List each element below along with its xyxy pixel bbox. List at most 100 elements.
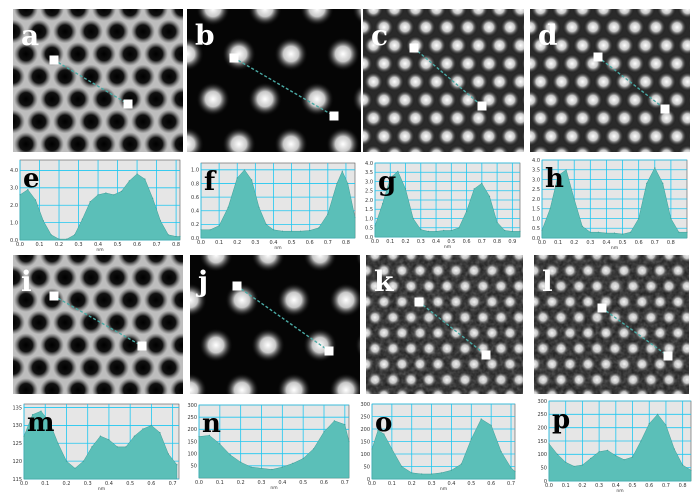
lattice-spot [225, 283, 259, 317]
profile-point [50, 234, 52, 236]
lattice-spot [593, 144, 614, 152]
profile-line [597, 56, 666, 110]
lattice-spot [625, 0, 645, 1]
lattice-spot [118, 378, 142, 394]
image-panel-i: i [0, 255, 183, 402]
y-tick-label: 1.0 [532, 216, 540, 222]
profile-point [556, 453, 559, 455]
lattice-spot [635, 144, 656, 152]
lattice-spot [635, 9, 656, 19]
lattice-spot [352, 84, 361, 115]
lattice-spot [437, 0, 457, 1]
profile-point [81, 218, 83, 220]
x-tick-label: 0.4 [105, 481, 113, 487]
x-tick-label: 0.7 [169, 481, 177, 487]
profile-point [309, 229, 311, 232]
y-tick-label: 2.0 [365, 198, 373, 204]
profile-point [686, 231, 688, 233]
lattice-spot [635, 108, 656, 129]
lattice-spot [510, 35, 524, 56]
lattice-spot [300, 82, 334, 117]
lattice-spot [405, 108, 426, 129]
profile-point [198, 436, 200, 438]
profile-point [159, 432, 161, 434]
lattice-spot [562, 53, 582, 74]
lattice-spot [500, 53, 520, 74]
x-tick-label: 0.2 [570, 240, 578, 246]
x-axis-unit: nm [611, 246, 618, 251]
y-tick-label: 300 [537, 399, 547, 405]
profile-point [450, 229, 452, 232]
profile-point [91, 446, 93, 448]
profile-point [348, 440, 350, 443]
lattice-spot [92, 288, 116, 312]
lattice-spot [66, 87, 90, 112]
profile-point [589, 231, 591, 233]
profile-point [473, 188, 475, 190]
lattice-spot [384, 108, 405, 129]
profile-point [450, 469, 452, 471]
plot-label: o [375, 408, 392, 438]
lattice-spot [458, 0, 478, 1]
lattice-spot [40, 333, 64, 358]
y-tick-label: 2.0 [532, 197, 540, 203]
profile-point [573, 465, 575, 467]
lattice-spot [66, 288, 90, 312]
x-tick-label: 0.3 [428, 481, 436, 487]
profile-point [374, 225, 376, 227]
lattice-spot [14, 42, 38, 66]
lattice-spot [92, 132, 116, 152]
image-noise [366, 255, 523, 394]
lattice-spot [458, 89, 478, 110]
profile-endpoint-marker [232, 281, 242, 291]
lattice-spot [447, 9, 468, 19]
profile-point [281, 466, 283, 468]
profile-point [581, 464, 584, 466]
lattice-spot [447, 144, 468, 152]
profile-point [391, 448, 393, 450]
x-tick-label: 0.2 [62, 481, 70, 487]
profile-endpoint-marker [663, 351, 673, 361]
x-axis-unit: nm [440, 487, 447, 492]
profile-point [670, 217, 672, 220]
lattice-spot [0, 378, 12, 402]
lattice-spot [583, 89, 603, 110]
lattice-spot [426, 108, 447, 129]
lattice-spot [131, 19, 155, 44]
profile-point [175, 235, 177, 238]
lattice-spot [426, 35, 447, 56]
profile-point [401, 465, 403, 468]
profile-point [354, 216, 356, 219]
profile-point [99, 435, 101, 437]
lattice-spot [363, 89, 373, 110]
y-tick-label: 4.0 [532, 158, 540, 164]
profile-point [200, 229, 202, 231]
lattice-spot [27, 265, 51, 290]
x-tick-label: 0.0 [20, 481, 28, 487]
profile-point [48, 421, 51, 423]
lattice-spot [688, 130, 690, 143]
profile-point [66, 238, 68, 240]
lattice-spot [530, 53, 540, 74]
profile-endpoint-marker [593, 52, 603, 62]
profile-point [302, 457, 304, 460]
y-tick-label: 130 [12, 423, 22, 429]
profile-plot-p: 0.0 0.1 0.2 0.3 0.4 0.5 0.6 0.7 0.8 0 50 100 150 200 2… [537, 399, 692, 494]
lattice-spot [14, 255, 38, 267]
profile-line [601, 307, 669, 357]
profile-endpoint-marker [49, 55, 59, 65]
profile-point [313, 448, 315, 450]
y-tick-label: 0 [367, 477, 370, 483]
lattice-spot [13, 310, 25, 335]
y-tick-label: 100 [187, 451, 197, 457]
plot-label: e [23, 164, 40, 194]
profile-point [150, 424, 152, 426]
lattice-spot [604, 0, 624, 1]
profile-point [292, 462, 294, 464]
x-tick-label: 0.0 [371, 239, 379, 245]
lattice-spot [510, 144, 524, 152]
profile-point [682, 464, 684, 466]
lattice-spot [66, 378, 90, 394]
profile-point [265, 223, 267, 225]
lattice-spot [170, 87, 183, 112]
